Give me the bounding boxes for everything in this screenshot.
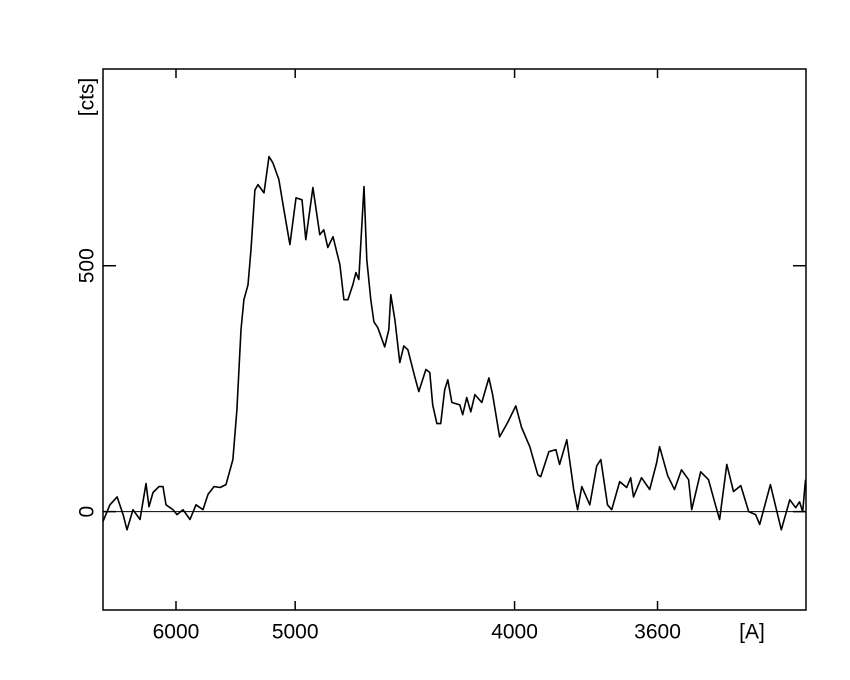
y-tick-label: 0 [76,506,99,518]
x-tick-label: 4000 [491,621,538,644]
x-axis-label: [A] [739,621,765,644]
spectrum-line [102,155,807,531]
x-tick-label: 3600 [634,621,681,644]
y-tick-label: 500 [76,248,99,283]
x-tick-label: 5000 [272,621,319,644]
x-tick-label: 6000 [153,621,200,644]
plot-frame [102,68,807,611]
y-axis-label: [cts] [76,78,99,117]
